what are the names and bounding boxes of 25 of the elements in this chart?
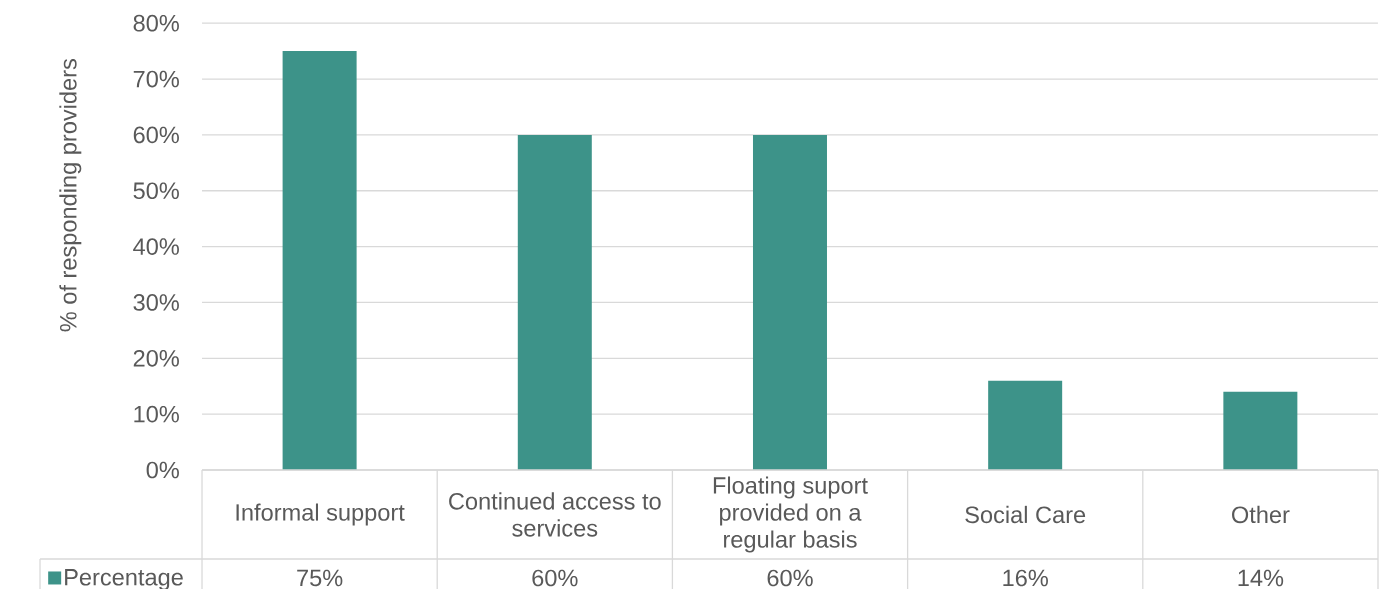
y-tick-label: 0%	[146, 461, 179, 479]
y-tick-label: 50%	[133, 182, 179, 200]
bar	[752, 134, 827, 470]
x-tick-label: Informal support	[236, 503, 405, 526]
data-label: 60%	[532, 569, 578, 587]
bar	[282, 51, 357, 470]
data-label: 16%	[1003, 569, 1048, 587]
y-tick-label: 70%	[133, 70, 179, 88]
data-label: 60%	[767, 569, 813, 587]
y-tick-label: 10%	[134, 405, 179, 423]
y-axis-title: % of responding providers	[59, 59, 82, 332]
data-label: 75%	[297, 569, 343, 587]
y-tick-label: 30%	[133, 294, 179, 311]
y-tick-label: 60%	[133, 126, 179, 144]
x-tick-label: Continued access to services	[449, 492, 661, 537]
x-tick-label: Other	[1232, 505, 1290, 524]
y-tick-label: 40%	[133, 238, 179, 255]
bar	[1223, 391, 1298, 470]
data-label: 14%	[1238, 569, 1284, 587]
y-tick-label: 20%	[133, 349, 179, 367]
y-tick-label: 80%	[133, 14, 179, 32]
x-tick-label: Social Care	[965, 505, 1086, 524]
bar	[517, 134, 592, 470]
bar	[988, 380, 1063, 470]
x-tick-label: Floating suport provided on a regular basis	[713, 476, 868, 553]
